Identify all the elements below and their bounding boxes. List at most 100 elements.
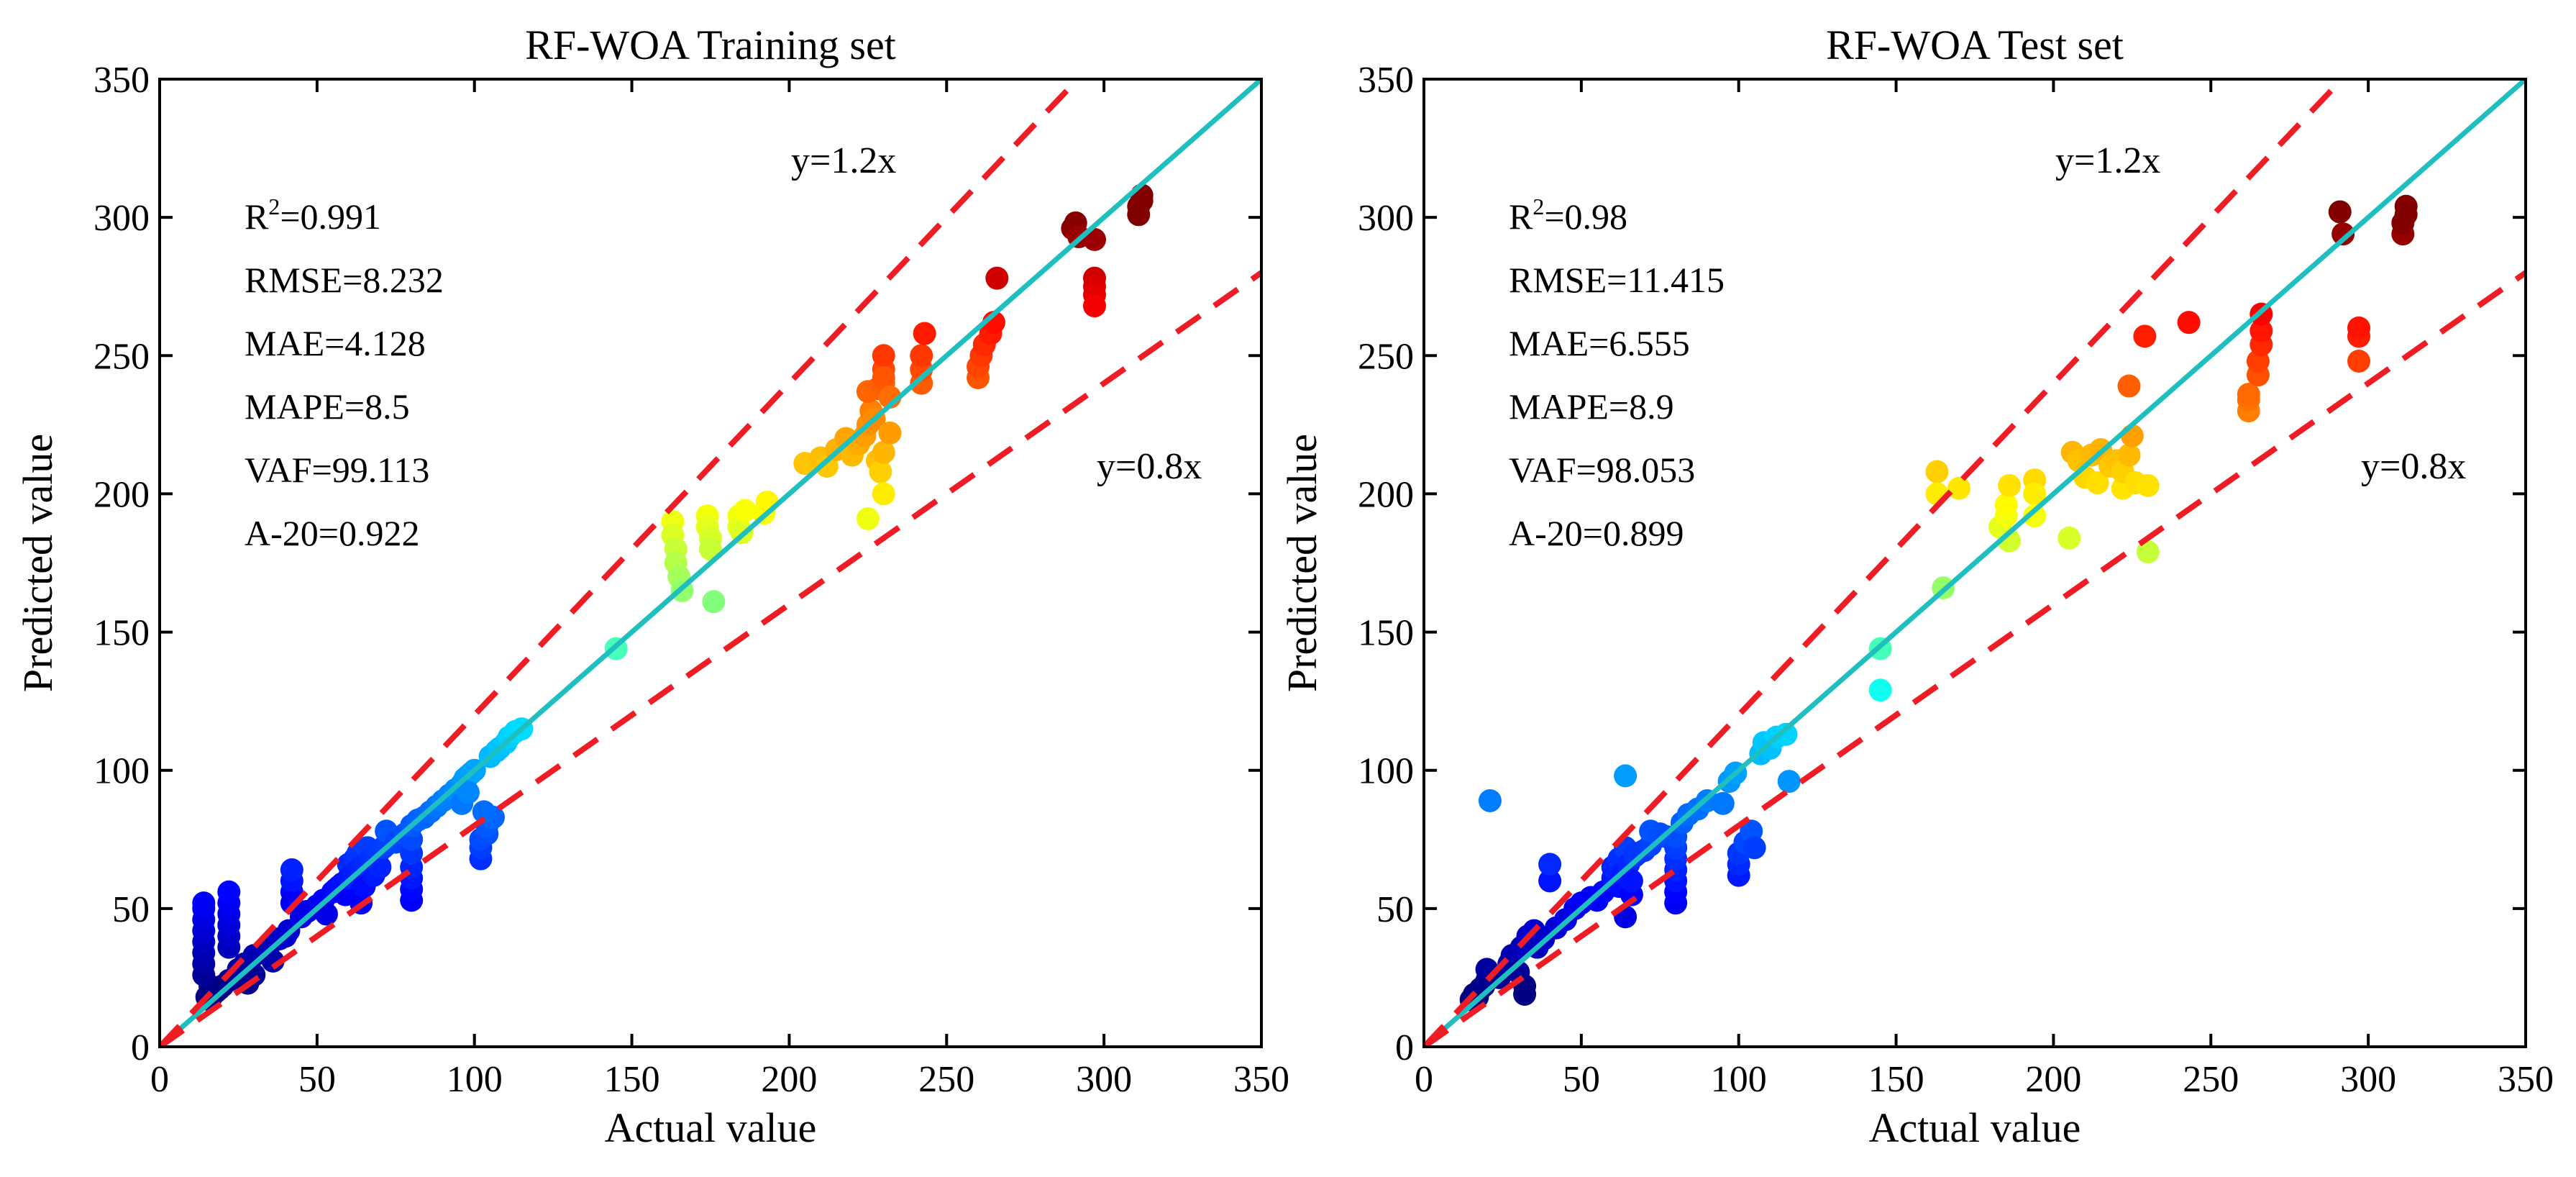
training-plot-frame (158, 78, 1263, 1048)
training-data-point (456, 781, 480, 804)
test-y-tick-label: 0 (1395, 1027, 1414, 1068)
test-metric-3: MAPE=8.9 (1509, 386, 1674, 427)
test-lower-line-label: y=0.8x (2361, 446, 2466, 487)
training-metric-3: MAPE=8.5 (245, 386, 410, 427)
training-data-point (734, 499, 757, 522)
test-metric-2: MAE=6.555 (1509, 323, 1690, 363)
test-data-point (1998, 473, 2022, 497)
test-data-point (2177, 311, 2201, 335)
training-line-y1p2x (160, 79, 1080, 1047)
test-data-point (2057, 526, 2081, 550)
training-y-tick-label: 250 (93, 336, 150, 377)
test-data-point (1538, 853, 1562, 876)
training-y-tick-label: 50 (112, 889, 150, 930)
test-data-point (1711, 791, 1735, 815)
test-data-point (2328, 200, 2352, 224)
training-x-tick-label: 0 (150, 1059, 169, 1100)
test-x-axis-label: Actual value (1869, 1104, 2081, 1151)
training-line-y0p8x (160, 270, 1261, 1047)
training-data-point (1083, 294, 1107, 318)
test-x-tick-label: 350 (2498, 1059, 2554, 1100)
test-data-point (1777, 770, 1801, 794)
training-data-point (910, 344, 933, 368)
training-data-point (878, 421, 902, 445)
test-plot-frame (1422, 78, 2527, 1048)
test-data-point (1774, 722, 1798, 746)
training-lower-line-label: y=0.8x (1097, 446, 1202, 487)
test-x-tick-label: 200 (2025, 1059, 2081, 1100)
training-x-tick-label: 200 (761, 1059, 817, 1100)
training-y-tick-label: 100 (93, 751, 150, 792)
test-chart-title: RF-WOA Test set (1826, 22, 2124, 68)
training-chart-title: RF-WOA Training set (525, 22, 896, 68)
training-metric-4: VAF=99.113 (245, 450, 429, 490)
training-data-point (217, 880, 241, 904)
test-y-tick-label: 50 (1376, 889, 1414, 930)
training-data-point (985, 266, 1009, 290)
test-chart: 0 50 100 150 200 250 300 350 0 50 100 150 200 250 300 3… (1279, 22, 2554, 1151)
test-data-point (1478, 789, 1502, 812)
test-data-point (2136, 473, 2160, 497)
test-line-yx (1424, 79, 2526, 1047)
training-data-point (872, 482, 895, 506)
training-upper-line-label: y=1.2x (791, 140, 896, 181)
test-metric-1: RMSE=11.415 (1509, 260, 1725, 300)
test-data-point (2347, 316, 2371, 340)
test-data-point (2394, 194, 2418, 218)
test-data-point (2117, 374, 2141, 398)
training-metric-0: R2=0.991 (245, 194, 381, 237)
test-y-tick-label: 300 (1358, 198, 1414, 239)
test-x-tick-label: 50 (1563, 1059, 1600, 1100)
test-upper-line-label: y=1.2x (2055, 140, 2160, 181)
test-y-tick-label: 150 (1358, 613, 1414, 654)
test-data-point (2331, 222, 2355, 246)
test-x-tick-label: 300 (2340, 1059, 2396, 1100)
test-y-axis-label: Predicted value (1279, 434, 1325, 692)
training-data-point (192, 891, 216, 915)
training-line-yx (160, 79, 1261, 1047)
training-x-tick-label: 100 (447, 1059, 503, 1100)
test-metric-0: R2=0.98 (1509, 194, 1627, 237)
training-data-point (872, 366, 895, 390)
test-data-point (1513, 982, 1537, 1006)
training-data-point (913, 322, 936, 345)
training-x-tick-label: 150 (604, 1059, 660, 1100)
test-metric-5: A-20=0.899 (1509, 513, 1684, 553)
test-data-point (2133, 324, 2157, 348)
training-x-tick-label: 250 (918, 1059, 974, 1100)
test-x-tick-label: 100 (1711, 1059, 1767, 1100)
test-data-point (1994, 493, 2018, 517)
training-y-tick-label: 300 (93, 198, 150, 239)
training-y-axis-label: Predicted value (14, 434, 61, 692)
training-y-tick-label: 0 (131, 1027, 150, 1068)
test-data-point (2023, 482, 2047, 506)
test-data-point (1614, 764, 1638, 788)
test-data-point (1743, 836, 1766, 860)
training-data-point (872, 344, 895, 368)
training-x-tick-label: 50 (298, 1059, 336, 1100)
test-data-point (1538, 869, 1562, 893)
test-data-point (2250, 319, 2273, 342)
test-data-point (2136, 540, 2160, 564)
test-x-tick-label: 150 (1868, 1059, 1924, 1100)
test-data-point (2023, 504, 2047, 528)
test-y-tick-label: 250 (1358, 336, 1414, 377)
training-x-tick-label: 350 (1233, 1059, 1289, 1100)
training-y-tick-label: 200 (93, 474, 150, 515)
training-data-point (702, 590, 726, 614)
training-metric-5: A-20=0.922 (245, 513, 419, 553)
training-data-point (869, 460, 892, 483)
test-data-point (1947, 476, 1971, 500)
training-metric-2: MAE=4.128 (245, 323, 426, 363)
training-y-tick-label: 150 (93, 613, 150, 654)
training-x-axis-label: Actual value (605, 1104, 817, 1151)
test-data-point (1868, 678, 1892, 702)
test-line-y1p2x (1424, 79, 2344, 1047)
training-chart: 0 50 100 150 200 250 300 350 0 50 100 150 200 250 300 3… (14, 22, 1289, 1151)
training-data-point (872, 440, 895, 464)
test-line-y0p8x (1424, 270, 2526, 1047)
test-metric-4: VAF=98.053 (1509, 450, 1695, 490)
training-metric-1: RMSE=8.232 (245, 260, 444, 300)
test-x-tick-label: 250 (2183, 1059, 2239, 1100)
